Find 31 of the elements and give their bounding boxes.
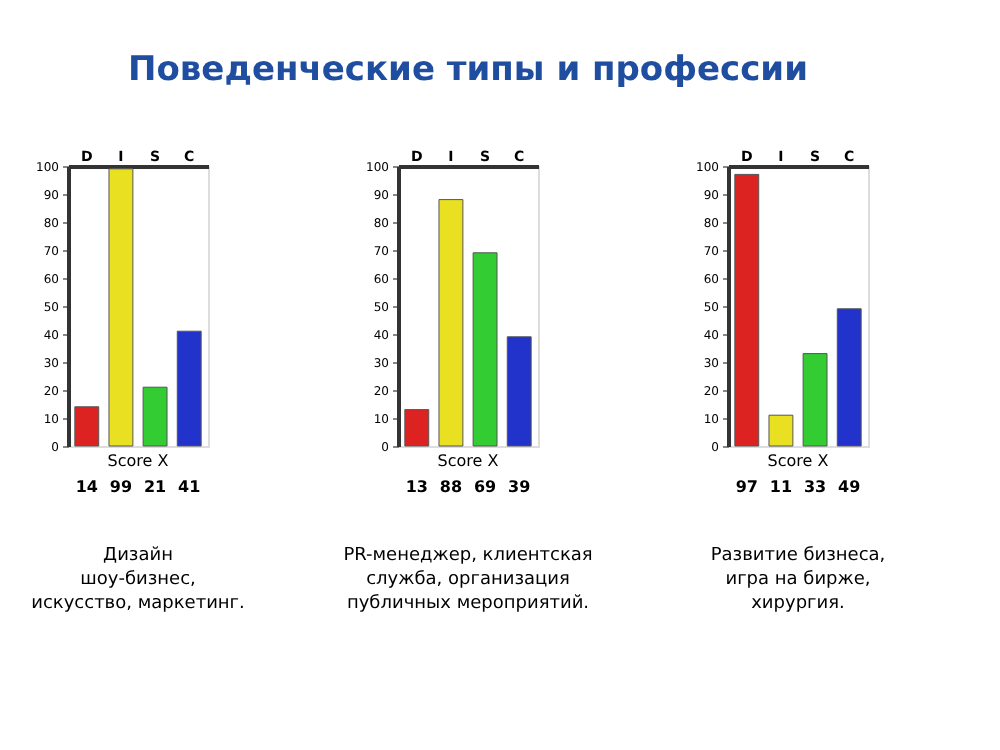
bar [142,386,168,447]
bar [836,308,862,447]
data-label: 39 [508,478,532,496]
x-axis-title: Score X [767,452,830,470]
data-label: 69 [473,478,498,496]
data-label: 97 [735,478,758,496]
chart-title: Поведенческие типы и профессии [128,50,808,90]
text: Развитие бизнеса, игра на бирже, хирургия. [710,546,886,614]
text: PR-менеджер, клиентская служба, организация публичных мероприятий. [343,546,593,614]
bar [768,414,794,447]
data-label: 33 [803,478,827,496]
bar [108,168,134,447]
x-axis-title: Score X [437,452,500,470]
bar [472,252,498,447]
data-label: 13 [405,478,428,496]
data-label: 99 [109,478,133,496]
bar [734,173,760,447]
data-label: 21 [143,478,168,496]
data-label: 49 [838,478,862,496]
data-label: 14 [75,478,99,496]
bar [404,409,430,447]
x-axis-title: Score X [107,452,170,470]
bar [438,199,464,447]
data-label: 88 [439,478,463,496]
text: Дизайн шоу-бизнес, искусство, маркетинг. [31,546,245,614]
data-label: 11 [769,478,793,496]
data-label: 41 [178,478,202,496]
bar [506,336,532,447]
bar [802,353,828,447]
bar [176,330,202,447]
bar [74,406,100,447]
